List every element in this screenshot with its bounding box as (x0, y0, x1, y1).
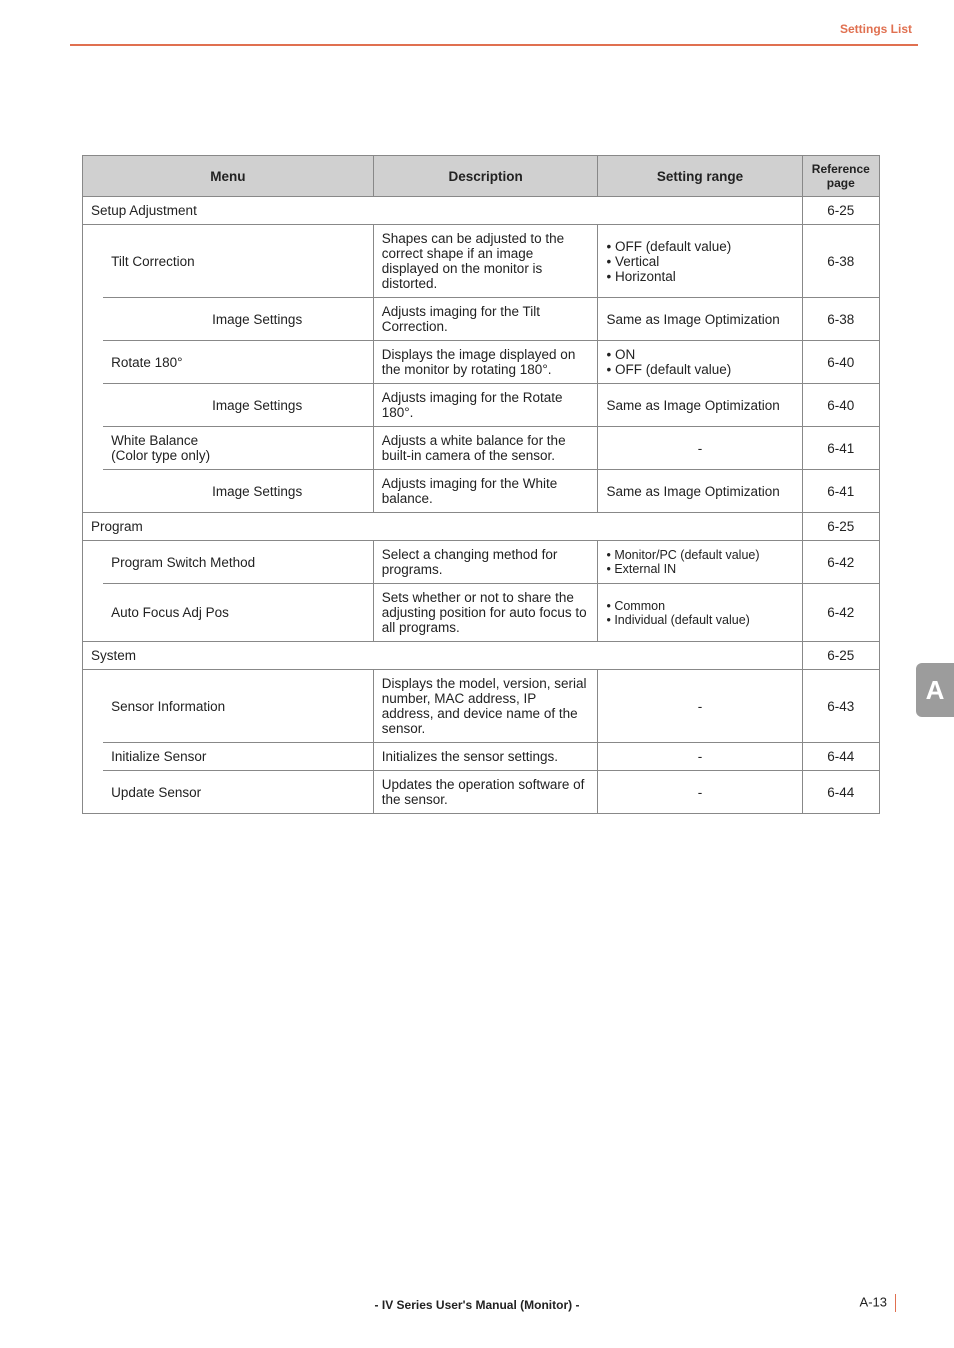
page-number: A-13 (860, 1294, 896, 1312)
desc-cell: Displays the model, version, serial numb… (373, 670, 598, 743)
table-row: Image Settings Adjusts imaging for the T… (83, 298, 880, 341)
desc-cell: Initializes the sensor settings. (373, 743, 598, 771)
ref-cell: 6-42 (802, 541, 879, 584)
section-title: Program (83, 513, 803, 541)
settings-table-container: Menu Description Setting range Reference… (82, 155, 880, 814)
desc-cell: Adjusts imaging for the Rotate 180°. (373, 384, 598, 427)
submenu-cell: Image Settings (204, 470, 373, 513)
ref-cell: 6-44 (802, 771, 879, 814)
table-row: Program Switch Method Select a changing … (83, 541, 880, 584)
table-row: Image Settings Adjusts imaging for the W… (83, 470, 880, 513)
indent-cell (83, 541, 104, 584)
range-cell: - (598, 427, 802, 470)
header-rule (70, 44, 918, 46)
range-cell: Same as Image Optimization (598, 298, 802, 341)
section-title: Setup Adjustment (83, 197, 803, 225)
desc-cell: Select a changing method for programs. (373, 541, 598, 584)
table-row: White Balance (Color type only) Adjusts … (83, 427, 880, 470)
desc-cell: Sets whether or not to share the adjusti… (373, 584, 598, 642)
indent-cell (83, 470, 104, 513)
ref-cell: 6-40 (802, 384, 879, 427)
section-row: System 6-25 (83, 642, 880, 670)
indent-cell-2 (103, 470, 204, 513)
table-header-row: Menu Description Setting range Reference… (83, 156, 880, 197)
submenu-cell: Image Settings (204, 384, 373, 427)
menu-cell: Update Sensor (103, 771, 373, 814)
desc-cell: Shapes can be adjusted to the correct sh… (373, 225, 598, 298)
range-cell: - (598, 743, 802, 771)
table-row: Image Settings Adjusts imaging for the R… (83, 384, 880, 427)
col-description: Description (373, 156, 598, 197)
section-title: System (83, 642, 803, 670)
settings-table: Menu Description Setting range Reference… (82, 155, 880, 814)
footer-manual-title: - IV Series User's Manual (Monitor) - (0, 1298, 954, 1312)
desc-cell: Displays the image displayed on the moni… (373, 341, 598, 384)
submenu-cell: Image Settings (204, 298, 373, 341)
indent-cell (83, 384, 104, 427)
section-row: Program 6-25 (83, 513, 880, 541)
page-number-bar (895, 1294, 896, 1312)
range-cell: Same as Image Optimization (598, 384, 802, 427)
ref-cell: 6-38 (802, 298, 879, 341)
indent-cell (83, 427, 104, 470)
ref-cell: 6-41 (802, 470, 879, 513)
desc-cell: Adjusts a white balance for the built-in… (373, 427, 598, 470)
range-cell: • Monitor/PC (default value) • External … (598, 541, 802, 584)
range-cell: • OFF (default value) • Vertical • Horiz… (598, 225, 802, 298)
range-cell: • ON • OFF (default value) (598, 341, 802, 384)
table-row: Initialize Sensor Initializes the sensor… (83, 743, 880, 771)
indent-cell (83, 225, 104, 298)
indent-cell (83, 670, 104, 743)
table-row: Sensor Information Displays the model, v… (83, 670, 880, 743)
range-cell: - (598, 670, 802, 743)
ref-cell: 6-42 (802, 584, 879, 642)
page-number-text: A-13 (860, 1294, 887, 1309)
section-row: Setup Adjustment 6-25 (83, 197, 880, 225)
ref-cell: 6-43 (802, 670, 879, 743)
range-cell: Same as Image Optimization (598, 470, 802, 513)
menu-cell: Initialize Sensor (103, 743, 373, 771)
table-row: Auto Focus Adj Pos Sets whether or not t… (83, 584, 880, 642)
menu-cell: Tilt Correction (103, 225, 373, 298)
indent-cell-2 (103, 384, 204, 427)
menu-cell: White Balance (Color type only) (103, 427, 373, 470)
desc-cell: Adjusts imaging for the Tilt Correction. (373, 298, 598, 341)
menu-cell: Auto Focus Adj Pos (103, 584, 373, 642)
col-menu: Menu (83, 156, 374, 197)
menu-cell: Sensor Information (103, 670, 373, 743)
section-ref: 6-25 (802, 513, 879, 541)
indent-cell (83, 584, 104, 642)
table-row: Tilt Correction Shapes can be adjusted t… (83, 225, 880, 298)
indent-cell (83, 771, 104, 814)
desc-cell: Adjusts imaging for the White balance. (373, 470, 598, 513)
header-section-label: Settings List (840, 22, 912, 36)
indent-cell (83, 341, 104, 384)
menu-cell: Rotate 180° (103, 341, 373, 384)
col-reference: Reference page (802, 156, 879, 197)
table-row: Rotate 180° Displays the image displayed… (83, 341, 880, 384)
indent-cell-2 (103, 298, 204, 341)
desc-cell: Updates the operation software of the se… (373, 771, 598, 814)
section-ref: 6-25 (802, 642, 879, 670)
ref-cell: 6-41 (802, 427, 879, 470)
section-ref: 6-25 (802, 197, 879, 225)
menu-cell: Program Switch Method (103, 541, 373, 584)
range-cell: - (598, 771, 802, 814)
table-row: Update Sensor Updates the operation soft… (83, 771, 880, 814)
indent-cell (83, 298, 104, 341)
ref-cell: 6-40 (802, 341, 879, 384)
ref-cell: 6-38 (802, 225, 879, 298)
col-setting-range: Setting range (598, 156, 802, 197)
ref-cell: 6-44 (802, 743, 879, 771)
range-cell: • Common • Individual (default value) (598, 584, 802, 642)
appendix-tab: A (916, 663, 954, 717)
indent-cell (83, 743, 104, 771)
